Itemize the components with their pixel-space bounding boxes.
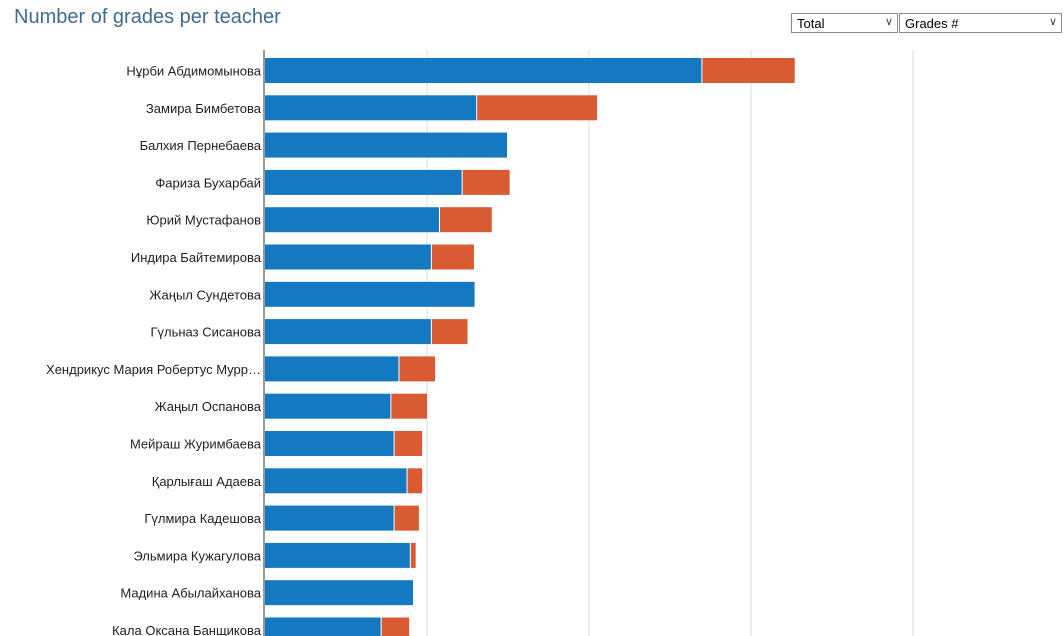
bar-segment [399, 356, 436, 382]
chevron-down-icon: ∨ [1048, 16, 1057, 28]
bar-segment [265, 319, 431, 345]
chart-title: Number of grades per teacher [14, 6, 281, 28]
bar-segment [265, 281, 475, 307]
category-label: Нұрби Абдимомынова [126, 64, 261, 79]
bar-segment [265, 505, 394, 531]
bar-segment [410, 542, 416, 568]
bar-segment [431, 319, 468, 345]
bar-segment [702, 58, 795, 83]
category-label: Кала Оксана Банщикова [112, 623, 262, 636]
bar-segment [265, 393, 391, 419]
bar-segment [265, 244, 431, 270]
bar-segment [265, 542, 410, 568]
bar-segment [265, 580, 414, 606]
category-label: Қарлығаш Адаева [152, 474, 262, 489]
category-label: Мадина Абылайханова [120, 586, 261, 601]
bar-segment [265, 431, 394, 456]
category-label: Хендрикус Мария Робертус Мурр… [46, 362, 261, 377]
bar-segment [431, 244, 474, 270]
bar-segment [265, 468, 407, 494]
total-dropdown-value: Total [797, 16, 825, 31]
metric-dropdown-value: Grades # [905, 16, 959, 31]
bar-segment [265, 95, 477, 121]
category-label: Балхия Пернебаева [140, 138, 262, 153]
category-label: Жаңыл Сундетова [149, 287, 261, 302]
bar-segment [265, 58, 702, 83]
bar-segment [439, 207, 492, 233]
bar-segment [407, 468, 423, 494]
bar-segment [265, 356, 399, 382]
bar-segment [381, 617, 410, 636]
category-label: Мейраш Журимбаева [130, 437, 262, 452]
metric-dropdown[interactable]: Grades # ∨ [899, 13, 1062, 33]
bar-segment [394, 431, 423, 456]
bar-segment [391, 393, 427, 419]
total-dropdown[interactable]: Total ∨ [791, 13, 898, 33]
category-label: Гүльназ Сисанова [150, 325, 261, 340]
bar-segment [265, 207, 439, 233]
bar-segment [265, 132, 507, 158]
bar-segment [394, 505, 419, 531]
category-label: Юрий Мустафанов [146, 213, 261, 228]
bar-segment [477, 95, 598, 121]
category-label: Индира Байтемирова [131, 250, 262, 265]
bar-segment [265, 169, 462, 195]
category-label: Замира Бимбетова [146, 101, 262, 116]
category-label: Фариза Бухарбай [155, 175, 261, 190]
category-label: Гүлмира Кадешова [144, 511, 261, 526]
bar-segment [462, 169, 510, 195]
category-label: Жаңыл Оспанова [155, 399, 262, 414]
bar-segment [265, 617, 381, 636]
category-label: Эльмира Кужагулова [133, 548, 261, 563]
chevron-down-icon: ∨ [884, 16, 893, 28]
